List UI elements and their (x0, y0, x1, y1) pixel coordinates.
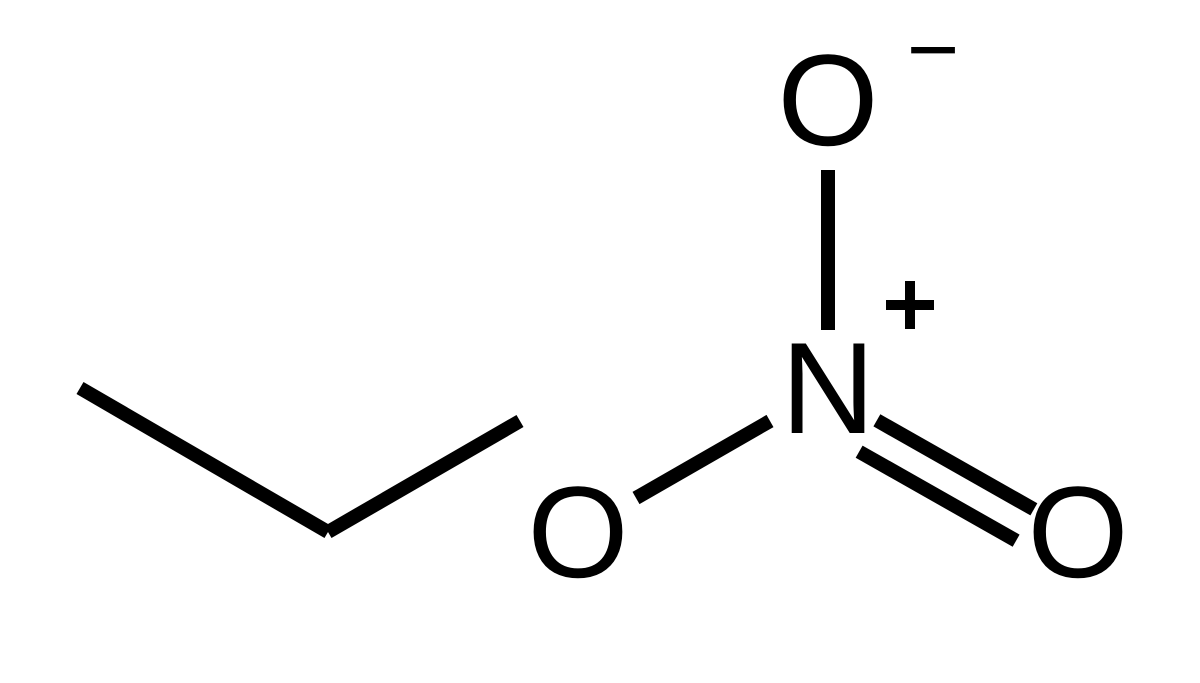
charges-layer: − (886, 0, 959, 329)
molecule-diagram: ONOO − (0, 0, 1200, 683)
atom-O_minus: O (777, 27, 878, 173)
bond (636, 421, 770, 498)
bond (859, 452, 1016, 541)
bond (877, 420, 1034, 509)
charge-minus: − (907, 0, 960, 100)
charge-plus (886, 281, 934, 329)
bond (80, 388, 328, 532)
atoms-layer: ONOO (527, 27, 1128, 605)
atom-O_double: O (1027, 459, 1128, 605)
bond (328, 421, 520, 532)
atom-N: N (781, 315, 875, 461)
atom-O_ester: O (527, 459, 628, 605)
